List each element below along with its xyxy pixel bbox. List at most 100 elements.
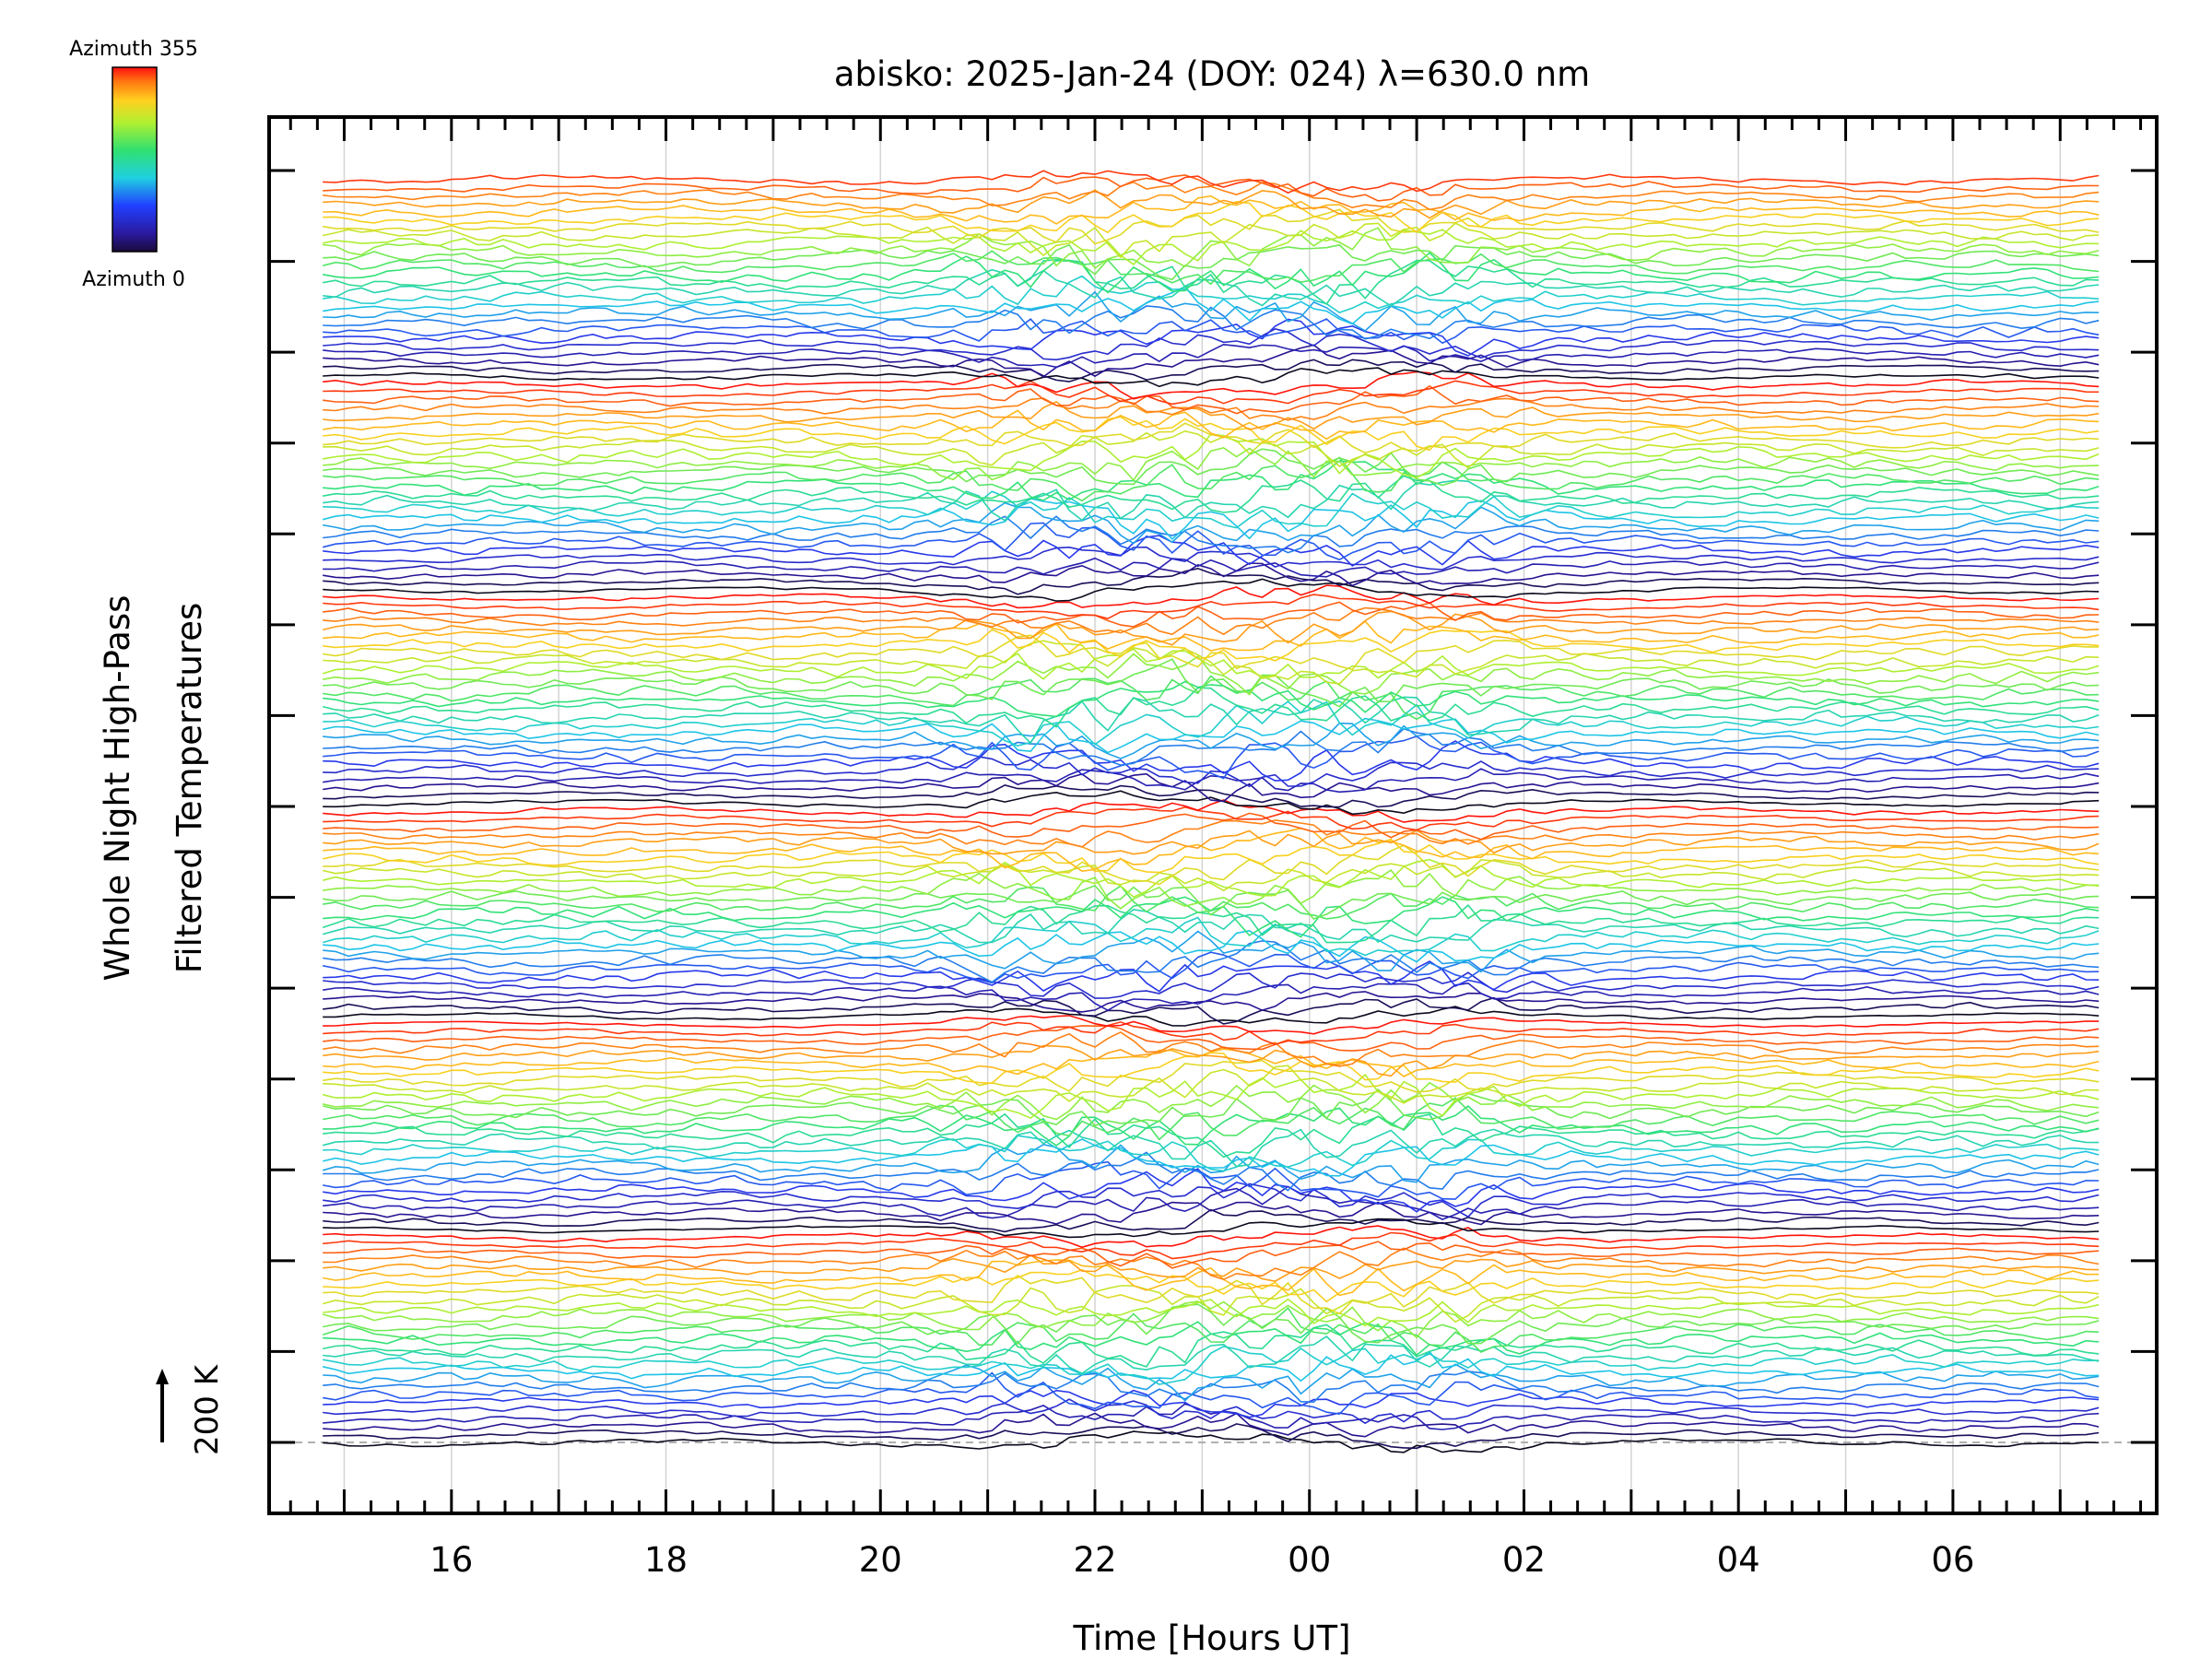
series-line xyxy=(323,343,2100,369)
x-tick-label: 22 xyxy=(1073,1540,1116,1580)
series-line xyxy=(323,1088,2100,1127)
series-line xyxy=(323,1160,2100,1200)
series-line xyxy=(323,1097,2100,1141)
series-line xyxy=(323,768,2100,794)
series-line xyxy=(323,344,2100,378)
series-line xyxy=(323,501,2100,545)
series-line xyxy=(323,422,2100,454)
series-line xyxy=(322,1300,2100,1339)
series-line xyxy=(323,675,2100,721)
series-line xyxy=(323,1208,2100,1233)
series-line xyxy=(323,1403,2100,1430)
series-line xyxy=(323,1044,2100,1077)
series-line xyxy=(323,1104,2100,1147)
series-line xyxy=(322,498,2100,541)
series-line xyxy=(323,1006,2100,1027)
series-line xyxy=(323,286,2100,325)
series-line xyxy=(323,1412,2100,1438)
series-line xyxy=(323,268,2100,307)
plot-frame xyxy=(267,115,2159,1515)
series-line xyxy=(323,416,2100,452)
series-line xyxy=(323,1065,2100,1104)
series-line xyxy=(323,812,2100,841)
x-tick-label: 02 xyxy=(1502,1540,1546,1580)
series-line xyxy=(323,1350,2100,1382)
series-line xyxy=(323,1298,2100,1327)
x-tick-label: 20 xyxy=(859,1540,902,1580)
series-line xyxy=(323,1182,2100,1218)
series-line xyxy=(323,252,2100,294)
series-line xyxy=(323,634,2100,671)
series-line xyxy=(323,727,2100,766)
scale-indicator: 200 K xyxy=(156,1363,226,1455)
series-line xyxy=(323,359,2100,382)
series-line xyxy=(323,1151,2100,1192)
series-line xyxy=(323,722,2100,759)
series-line xyxy=(323,799,2100,823)
x-tick-label: 18 xyxy=(644,1540,688,1580)
series-line xyxy=(323,844,2100,886)
x-tick-label: 00 xyxy=(1288,1540,1331,1580)
series-line xyxy=(323,174,2100,202)
series-line xyxy=(323,960,2100,993)
series-line xyxy=(323,479,2100,522)
series-line xyxy=(323,1231,2100,1260)
series-line xyxy=(323,490,2100,529)
series-line xyxy=(323,1247,2100,1281)
series-line xyxy=(323,515,2100,554)
series-line xyxy=(323,460,2100,501)
series-line xyxy=(323,783,2100,808)
series-line xyxy=(323,1423,2100,1450)
series-line xyxy=(323,194,2100,225)
series-line xyxy=(323,384,2100,415)
series-line xyxy=(323,951,2100,984)
series-line xyxy=(323,971,2100,999)
series-line xyxy=(323,629,2100,662)
series-line xyxy=(323,1275,2100,1315)
series-line xyxy=(323,1398,2100,1425)
series-line xyxy=(323,397,2100,421)
series-line xyxy=(323,696,2100,745)
series-line xyxy=(323,717,2100,754)
series-line xyxy=(322,1285,2100,1324)
series-line xyxy=(323,658,2100,708)
series-line xyxy=(323,680,2100,718)
series-line xyxy=(323,535,2100,568)
series-line xyxy=(323,735,2100,780)
series-line xyxy=(323,208,2100,245)
chart-title: abisko: 2025-Jan-24 (DOY: 024) λ=630.0 n… xyxy=(834,54,1590,94)
colorbar-bottom-label: Azimuth 0 xyxy=(82,268,185,291)
series-line xyxy=(323,448,2100,487)
series-line xyxy=(323,1321,2100,1357)
series-line xyxy=(323,982,2100,1012)
series-line xyxy=(323,275,2100,313)
colorbar-gradient xyxy=(112,66,158,253)
colorbar: Azimuth 355 Azimuth 0 xyxy=(69,38,198,291)
series-line xyxy=(323,610,2100,646)
series-line xyxy=(323,447,2100,482)
series-line xyxy=(323,1059,2100,1093)
series-line xyxy=(323,827,2100,873)
series-line xyxy=(323,229,2100,265)
series-line xyxy=(323,1303,2100,1346)
series-line xyxy=(323,594,2100,620)
colorbar-top-label: Azimuth 355 xyxy=(69,38,198,61)
series-line xyxy=(323,409,2100,441)
series-line xyxy=(322,858,2100,899)
series-line xyxy=(323,475,2100,513)
series-line xyxy=(323,885,2100,920)
series-line xyxy=(323,819,2100,848)
x-axis-ticks: 16 18 20 22 00 02 04 06 xyxy=(288,117,2143,1580)
series-line xyxy=(323,859,2100,892)
series-line xyxy=(323,1225,2100,1249)
series-line xyxy=(322,250,2100,286)
series-line xyxy=(323,380,2100,406)
series-line xyxy=(323,1015,2100,1035)
series-line xyxy=(322,648,2100,680)
series-line xyxy=(323,1389,2100,1418)
series-line xyxy=(323,367,2100,388)
series-line xyxy=(323,884,2100,920)
series-line xyxy=(323,290,2100,332)
series-line xyxy=(323,1371,2100,1404)
